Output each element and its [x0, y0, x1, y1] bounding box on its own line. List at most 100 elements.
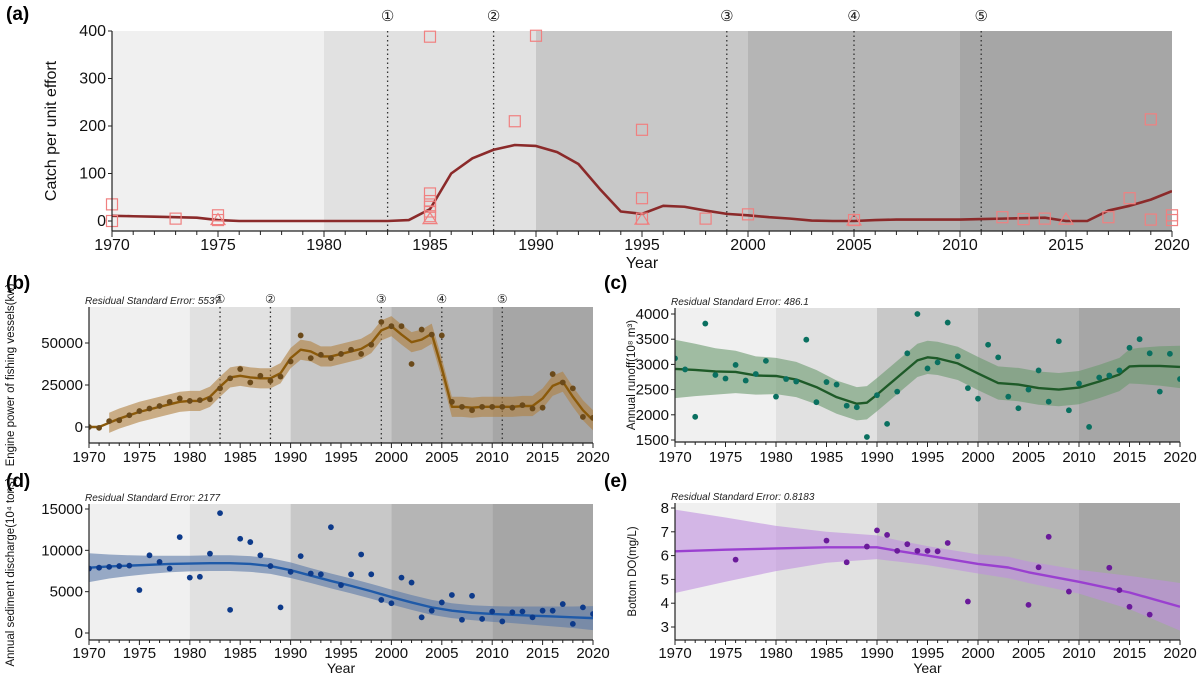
y-tick-label: 400	[79, 23, 106, 40]
triangle-marker	[845, 212, 863, 226]
x-tick-label: 1985	[810, 449, 843, 466]
y-axis-title: Annual runoff(10⁸ m³)	[626, 320, 638, 430]
data-point	[217, 510, 223, 517]
data-point	[1045, 398, 1052, 405]
data-point	[207, 396, 213, 403]
data-point	[166, 565, 173, 572]
data-point	[408, 579, 415, 586]
square-marker	[996, 211, 1009, 224]
y-axis-title: Catch per unit effort	[43, 60, 60, 201]
data-point	[894, 547, 901, 554]
data-point	[1126, 344, 1133, 351]
data-point	[1167, 350, 1173, 357]
data-point	[146, 552, 153, 559]
data-point	[136, 587, 143, 593]
x-tick-label: 2000	[961, 645, 994, 662]
data-point	[1035, 367, 1042, 374]
y-axis-title: Annual sediment discharge(10⁴ tons)	[5, 477, 17, 666]
data-point	[247, 539, 254, 545]
data-point	[388, 600, 395, 607]
data-point	[934, 359, 941, 366]
data-point	[237, 366, 244, 372]
data-point	[549, 371, 556, 377]
data-point	[914, 311, 921, 317]
square-marker	[423, 210, 437, 223]
confidence-band	[109, 316, 593, 433]
y-tick-label: 0	[75, 625, 83, 642]
data-point	[944, 319, 951, 326]
x-tick-label: 1975	[709, 645, 742, 662]
data-point	[864, 543, 870, 550]
data-point	[1096, 374, 1103, 381]
data-point	[675, 355, 678, 362]
data-point	[1146, 350, 1153, 357]
x-tick-label: 2005	[1012, 645, 1045, 662]
x-tick-label: 1990	[860, 645, 893, 662]
data-point	[96, 424, 102, 431]
x-tick-label: 2015	[526, 645, 559, 662]
x-tick-label: 2010	[1062, 645, 1095, 662]
y-tick-label: 5	[661, 571, 669, 588]
data-point	[904, 541, 911, 548]
x-axis-title: Year	[327, 660, 356, 675]
period-band	[776, 503, 877, 640]
data-point	[529, 614, 536, 621]
x-tick-label: 1985	[224, 645, 257, 662]
data-point	[338, 351, 344, 357]
data-point	[156, 559, 163, 565]
fit-line	[675, 356, 1180, 405]
data-point	[307, 570, 314, 577]
data-point	[773, 393, 779, 400]
x-tick-label: 2015	[1113, 645, 1146, 662]
data-point	[217, 385, 223, 392]
y-tick-label: 8	[661, 500, 669, 517]
y-axis-title: Engine power of fishing vessels(kw)	[5, 283, 17, 466]
data-point	[156, 403, 163, 409]
x-tick-label: 2015	[526, 449, 559, 466]
data-point	[186, 574, 193, 581]
background-bands	[89, 307, 593, 443]
data-point	[1005, 393, 1012, 400]
data-point	[106, 563, 113, 570]
data-point	[388, 323, 395, 330]
plot-area	[89, 510, 593, 631]
data-point	[914, 547, 921, 554]
x-axis-title: Year	[913, 660, 942, 675]
data-point	[934, 548, 941, 555]
period-band	[324, 31, 536, 231]
residual-standard-error: Residual Standard Error: 0.8183	[671, 492, 815, 503]
y-tick-label: 5000	[50, 584, 83, 601]
event-marker: ①	[381, 7, 394, 25]
data-point	[559, 601, 566, 607]
y-tick-label: 100	[79, 166, 106, 183]
y-tick-label: 7	[661, 524, 669, 541]
data-point	[116, 563, 123, 569]
data-point	[459, 616, 465, 623]
data-point	[398, 323, 405, 330]
x-tick-label: 2020	[1163, 645, 1196, 662]
x-tick-label: 1990	[274, 645, 307, 662]
x-tick-label: 1970	[658, 645, 691, 662]
event-marker: ②	[487, 7, 500, 25]
data-point	[196, 397, 203, 404]
data-point	[783, 376, 789, 382]
x-tick-label: 2000	[375, 449, 408, 466]
square-marker	[1144, 213, 1157, 226]
data-point	[682, 366, 688, 373]
residual-standard-error: Residual Standard Error: 486.1	[671, 297, 809, 308]
x-tick-label: 1980	[759, 449, 792, 466]
data-point	[763, 357, 769, 364]
data-point	[864, 434, 870, 440]
y-tick-label: 3500	[636, 331, 669, 348]
x-tick-label: 1990	[860, 449, 893, 466]
square-marker	[423, 30, 437, 43]
data-point	[317, 571, 324, 578]
data-point	[96, 564, 102, 571]
panel-d: (d) Residual Standard Error: 2177 1970 1975…	[5, 471, 610, 675]
square-marker	[1038, 212, 1051, 225]
data-point	[509, 609, 516, 616]
data-point	[590, 611, 593, 617]
event-marker: ④	[847, 7, 860, 25]
data-point	[559, 379, 566, 386]
